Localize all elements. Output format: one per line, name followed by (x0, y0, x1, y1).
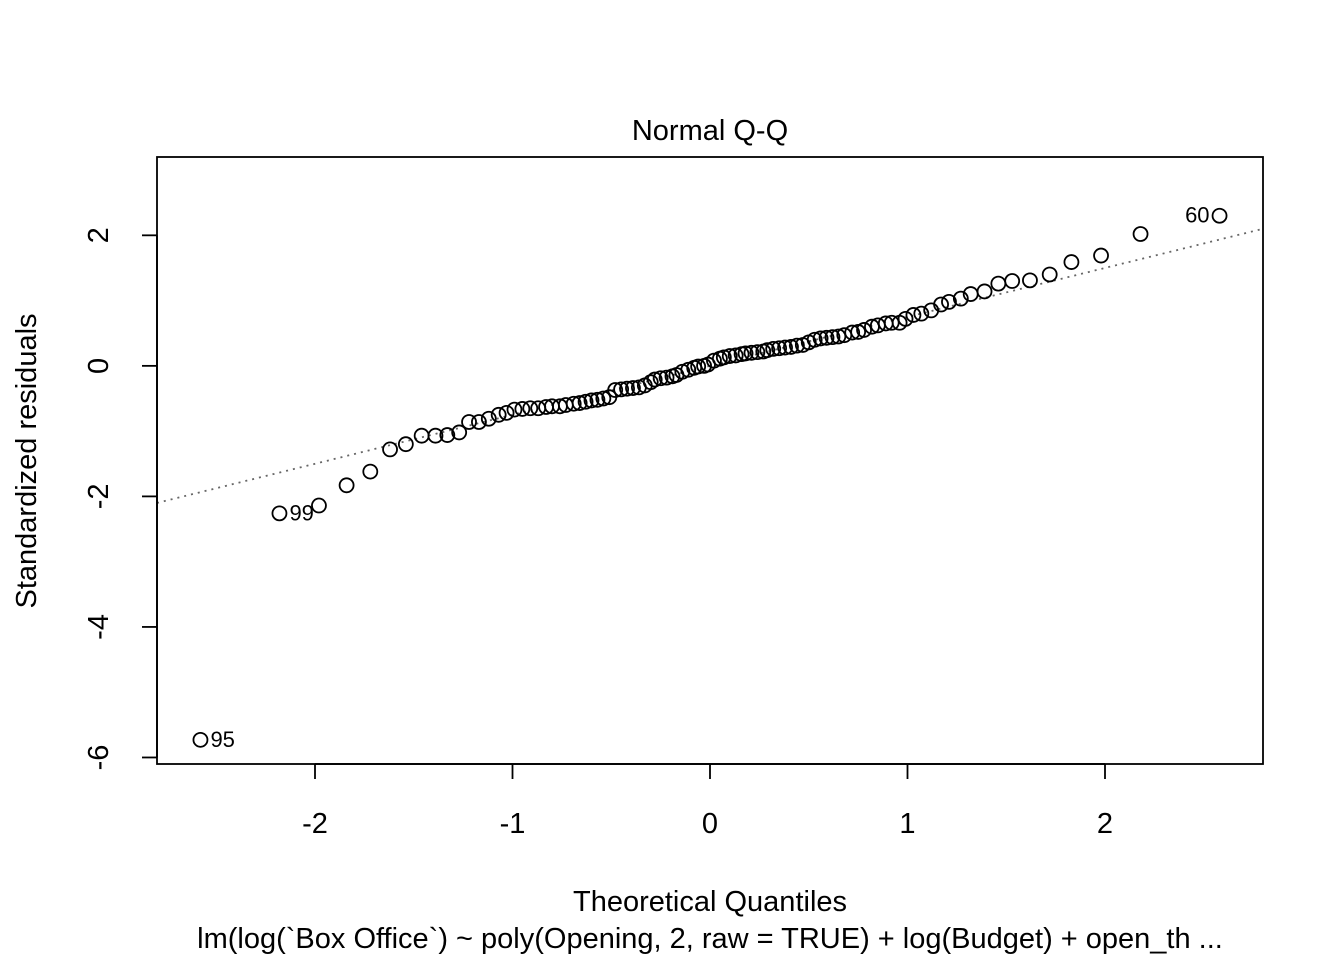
data-point (362, 463, 379, 480)
data-point (577, 393, 594, 410)
data-point (749, 344, 766, 361)
data-point (439, 427, 456, 443)
point-label: 99 (289, 500, 313, 525)
data-point (783, 339, 799, 355)
point-label: 60 (1185, 203, 1209, 228)
x-tick-label: 2 (1097, 808, 1113, 840)
data-point (571, 395, 588, 411)
data-point (771, 340, 788, 357)
data-point (451, 424, 468, 441)
data-point (646, 371, 663, 388)
points-layer (192, 207, 1228, 748)
data-point (721, 348, 738, 364)
data-point (1004, 273, 1021, 289)
data-point (480, 410, 497, 427)
data-point (642, 374, 659, 391)
data-point (192, 731, 209, 748)
data-point (806, 331, 823, 348)
data-point (514, 401, 531, 417)
data-point (897, 310, 914, 327)
data-point (498, 404, 515, 421)
y-tick-label: 2 (83, 227, 115, 243)
data-point (490, 406, 507, 423)
data-point (461, 414, 477, 430)
data-point (818, 329, 835, 346)
point-label: 95 (210, 727, 234, 752)
x-tick-label: -2 (302, 808, 328, 840)
y-tick-label: -4 (83, 614, 115, 640)
data-point (1132, 226, 1149, 242)
data-point (607, 382, 624, 398)
x-tick-label: -1 (500, 808, 526, 840)
y-axis-label: Standardized residuals (11, 313, 43, 608)
x-tick-label: 0 (702, 808, 718, 840)
x-tick-label: 1 (899, 808, 915, 840)
y-tick-label: -2 (83, 483, 115, 509)
x-axis-label: Theoretical Quantiles (573, 886, 847, 918)
data-point (824, 329, 841, 346)
data-point (737, 345, 754, 362)
data-point (727, 347, 744, 364)
data-point (625, 380, 641, 396)
data-point (506, 401, 523, 418)
data-point (427, 427, 444, 444)
data-point (1093, 247, 1109, 264)
data-point (595, 390, 612, 407)
data-point (976, 283, 993, 300)
chart-title: Normal Q-Q (632, 115, 788, 147)
data-point (522, 400, 539, 417)
data-point (1063, 254, 1080, 270)
data-point (565, 395, 582, 412)
y-tick-label: 0 (83, 358, 115, 374)
data-point (382, 441, 398, 458)
data-point (613, 381, 630, 398)
data-point (789, 337, 805, 354)
data-point (619, 380, 635, 397)
data-point (913, 305, 930, 322)
data-point (777, 339, 793, 356)
data-point (1041, 266, 1058, 283)
data-point (413, 427, 430, 444)
point-labels: 95 99 60 (210, 203, 1209, 752)
data-point (583, 392, 600, 409)
data-point (690, 358, 707, 375)
data-point (812, 330, 829, 347)
data-point (856, 322, 872, 338)
data-point (941, 293, 957, 310)
data-point (652, 370, 669, 387)
data-point (311, 497, 327, 514)
data-point (471, 414, 487, 430)
model-formula: lm(log(`Box Office`) ~ poly(Opening, 2, … (197, 923, 1223, 955)
data-point (765, 340, 782, 357)
data-point (589, 391, 606, 408)
data-point (271, 505, 288, 522)
data-point (952, 290, 969, 307)
x-axis: -2 -1 0 1 2 (302, 763, 1113, 840)
data-point (338, 477, 355, 494)
reference-line (156, 227, 1264, 504)
plot-border (156, 156, 1264, 765)
data-point (933, 296, 949, 313)
data-point (715, 349, 732, 366)
data-point (658, 369, 675, 386)
data-point (1211, 207, 1228, 224)
data-point (759, 342, 776, 359)
data-point (397, 436, 414, 453)
y-tick-label: -6 (83, 745, 115, 771)
y-axis: -6 -4 -2 0 2 (83, 227, 158, 771)
data-point (743, 344, 760, 361)
data-point (1022, 272, 1038, 289)
data-point (990, 275, 1007, 292)
plot-area: 95 99 60 (156, 156, 1264, 765)
data-point (905, 307, 922, 323)
data-point (844, 324, 861, 341)
